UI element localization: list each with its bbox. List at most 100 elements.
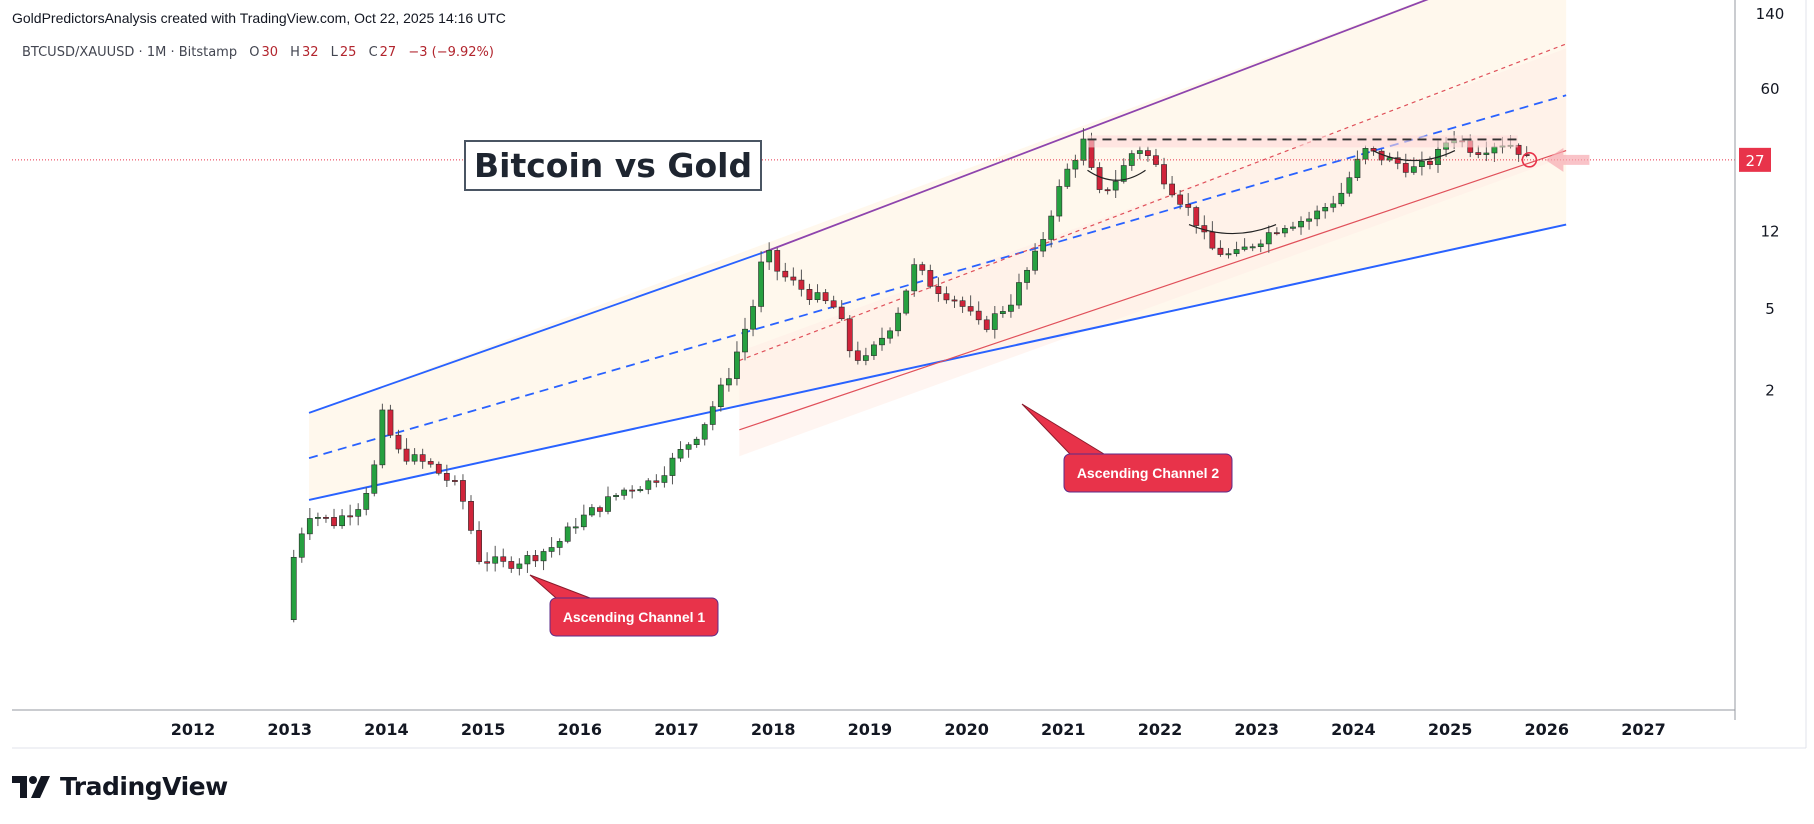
symbol-label[interactable]: BTCUSD/XAUUSD · 1M · Bitstamp [22, 45, 238, 60]
candle-body [1418, 160, 1425, 167]
candle-body [564, 526, 571, 542]
callout-channel-2[interactable]: Ascending Channel 2 [1021, 403, 1233, 493]
candle-body [669, 457, 676, 476]
candle-body [629, 489, 636, 492]
low-value: 25 [339, 45, 357, 60]
candle-body [1056, 186, 1063, 217]
candle-body [1016, 282, 1022, 306]
candle-body [306, 518, 313, 535]
candle-body [548, 547, 555, 552]
candle-body [862, 355, 869, 361]
candle-body [838, 306, 845, 320]
candle-body [443, 473, 450, 481]
candle-body [1209, 231, 1216, 249]
low-label: L [330, 45, 338, 60]
candle-body [959, 300, 966, 307]
candle-body [879, 337, 885, 346]
candle-body [1427, 160, 1433, 165]
tradingview-brand[interactable]: TradingView [12, 772, 228, 801]
arrow-icon [1545, 147, 1590, 172]
last-price-label: 27 [1745, 152, 1764, 170]
candle-body [403, 448, 410, 462]
candle-body [903, 290, 910, 314]
candle-body [556, 541, 563, 548]
candle-body [935, 286, 942, 294]
attribution-header: GoldPredictorsAnalysis created with Trad… [12, 10, 506, 26]
candle-body [822, 292, 829, 302]
candle-body [1233, 249, 1240, 254]
x-tick-label: 2021 [1041, 720, 1086, 739]
x-tick-label: 2017 [654, 720, 699, 739]
candle-body [588, 507, 595, 516]
candle-body [685, 444, 692, 450]
candle-body [1314, 210, 1321, 220]
candle-body [1064, 168, 1071, 187]
candle-body [427, 461, 434, 465]
axis-corner [1736, 711, 1806, 749]
candle-body [621, 489, 628, 496]
candle-body [1491, 146, 1498, 154]
candle-body [1080, 138, 1087, 161]
candle-body [508, 561, 515, 569]
last-price-badge [1739, 147, 1771, 172]
candle-body [1024, 269, 1030, 283]
callout-pointer [529, 574, 591, 599]
candle-body [911, 264, 918, 292]
y-tick-label: 12 [1760, 223, 1779, 241]
candle-body [1032, 250, 1038, 271]
x-tick-label: 2024 [1331, 720, 1376, 739]
candle-body [451, 480, 458, 482]
candle-body [927, 270, 934, 287]
candle-body [645, 480, 652, 490]
candle-body [798, 279, 805, 290]
candle-body [967, 306, 974, 312]
callout-channel-1[interactable]: Ascending Channel 1 [529, 574, 719, 637]
candle-body [653, 480, 660, 483]
candle-body [774, 250, 781, 272]
x-tick-label: 2012 [171, 720, 216, 739]
candle-body [605, 496, 611, 512]
candle-body [999, 311, 1006, 314]
candle-body [1282, 228, 1288, 234]
candle-body [693, 438, 700, 445]
candle-body [613, 495, 619, 497]
candle-body [419, 454, 426, 462]
candle-body [1362, 148, 1369, 160]
candle-body [395, 434, 402, 450]
candle-body [717, 384, 724, 408]
x-tick-label: 2027 [1621, 720, 1666, 739]
x-tick-label: 2023 [1234, 720, 1279, 739]
resistance-zone [1087, 135, 1518, 148]
candle-body [435, 463, 442, 474]
candle-body [540, 551, 547, 562]
candle-body [1483, 152, 1490, 155]
tradingview-logo-icon [12, 775, 50, 798]
x-tick-label: 2018 [751, 720, 796, 739]
candle-body [637, 489, 644, 492]
current-candle-marker [1521, 152, 1538, 168]
callout-label: Ascending Channel 1 [563, 609, 706, 625]
channel-2-fill [739, 48, 1567, 457]
candle-body [846, 318, 853, 352]
x-tick-label: 2026 [1525, 720, 1570, 739]
candle-body [331, 517, 337, 527]
candle-body [790, 276, 797, 281]
candle-body [411, 454, 418, 462]
candle-body [1136, 150, 1143, 154]
candle-body [315, 517, 321, 519]
candle-body [1338, 192, 1345, 205]
candle-body [484, 561, 491, 564]
candle-body [1330, 203, 1337, 208]
candle-body [1346, 177, 1353, 194]
candle-body [1265, 232, 1272, 245]
rounding-bottom-arc-3 [1372, 149, 1456, 162]
candle-body [1354, 158, 1361, 179]
candle-body [290, 556, 297, 620]
candle-body [895, 312, 902, 332]
candle-body [806, 289, 813, 300]
candle-body [725, 378, 732, 386]
candle-body [387, 409, 394, 436]
x-tick-label: 2019 [848, 720, 893, 739]
